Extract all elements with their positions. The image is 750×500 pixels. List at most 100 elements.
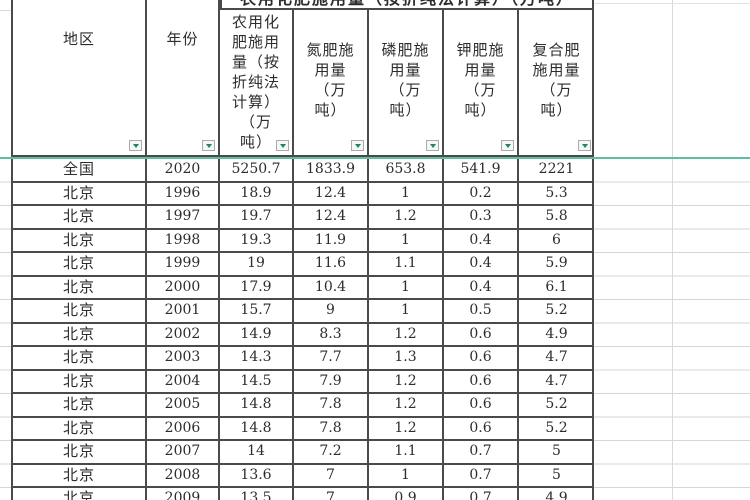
table-cell[interactable]: 2020 bbox=[147, 159, 220, 181]
table-cell[interactable]: 1996 bbox=[147, 182, 220, 204]
table-cell[interactable]: 5.3 bbox=[545, 184, 568, 201]
table-cell[interactable]: 0.6 bbox=[444, 417, 519, 439]
table-cell[interactable]: 北京 bbox=[13, 370, 147, 392]
table-cell[interactable]: 7.8 bbox=[294, 394, 369, 416]
table-cell[interactable]: 5.2 bbox=[545, 419, 568, 436]
filter-dropdown-button[interactable] bbox=[578, 140, 591, 151]
table-cell[interactable]: 全国 bbox=[13, 159, 147, 181]
table-cell[interactable]: 2007 bbox=[147, 441, 220, 463]
table-cell[interactable]: 北京 bbox=[13, 276, 147, 298]
table-cell[interactable]: 7.9 bbox=[294, 370, 369, 392]
table-cell[interactable]: 1.1 bbox=[369, 253, 444, 275]
table-cell[interactable]: 8.3 bbox=[294, 323, 369, 345]
table-cell[interactable]: 12.4 bbox=[294, 182, 369, 204]
table-cell[interactable]: 北京 bbox=[13, 182, 147, 204]
table-cell[interactable]: 1 bbox=[369, 300, 444, 322]
table-cell[interactable]: 北京 bbox=[13, 394, 147, 416]
table-cell[interactable]: 北京 bbox=[13, 464, 147, 486]
table-cell[interactable]: 1.2 bbox=[369, 417, 444, 439]
table-cell[interactable]: 0.6 bbox=[444, 323, 519, 345]
table-cell[interactable]: 12.4 bbox=[294, 206, 369, 228]
table-cell[interactable]: 0.7 bbox=[444, 488, 519, 500]
table-cell[interactable]: 2008 bbox=[147, 464, 220, 486]
table-cell[interactable]: 0.5 bbox=[444, 300, 519, 322]
column-header-total-fertilizer[interactable]: 农用化 肥施用 量（按 折纯法 计算） （万 吨） bbox=[220, 0, 294, 155]
table-cell[interactable]: 11.9 bbox=[294, 229, 369, 251]
table-cell[interactable]: 541.9 bbox=[444, 159, 519, 181]
table-cell[interactable]: 1833.9 bbox=[294, 159, 369, 181]
table-cell[interactable]: 18.9 bbox=[220, 182, 294, 204]
table-cell[interactable]: 0.4 bbox=[444, 229, 519, 251]
filter-dropdown-button[interactable] bbox=[501, 140, 514, 151]
table-cell[interactable]: 7.8 bbox=[294, 417, 369, 439]
table-cell[interactable]: 北京 bbox=[13, 323, 147, 345]
table-cell[interactable]: 北京 bbox=[13, 417, 147, 439]
table-cell[interactable]: 北京 bbox=[13, 441, 147, 463]
table-cell[interactable]: 5 bbox=[552, 443, 561, 459]
column-header-nitrogen[interactable]: 氮肥施 用量 （万 吨） bbox=[294, 0, 369, 155]
table-cell[interactable]: 1999 bbox=[147, 253, 220, 275]
table-cell[interactable]: 1.2 bbox=[369, 370, 444, 392]
table-cell[interactable]: 6 bbox=[552, 231, 561, 248]
table-cell[interactable]: 7.2 bbox=[294, 441, 369, 463]
table-cell[interactable]: 0.6 bbox=[444, 394, 519, 416]
table-cell[interactable]: 2006 bbox=[147, 417, 220, 439]
table-cell[interactable]: 2004 bbox=[147, 370, 220, 392]
table-cell[interactable]: 北京 bbox=[13, 347, 147, 369]
table-cell[interactable]: 9 bbox=[294, 300, 369, 322]
table-cell[interactable]: 1.2 bbox=[369, 206, 444, 228]
table-cell[interactable]: 653.8 bbox=[369, 159, 444, 181]
filter-dropdown-button[interactable] bbox=[129, 140, 142, 151]
table-cell[interactable]: 7 bbox=[294, 464, 369, 486]
filter-dropdown-button[interactable] bbox=[426, 140, 439, 151]
table-cell[interactable]: 0.3 bbox=[444, 206, 519, 228]
table-cell[interactable]: 2001 bbox=[147, 300, 220, 322]
table-cell[interactable]: 5.8 bbox=[545, 208, 568, 224]
table-cell[interactable]: 北京 bbox=[13, 229, 147, 251]
table-cell[interactable]: 5.9 bbox=[545, 255, 568, 271]
table-cell[interactable]: 19.7 bbox=[220, 206, 294, 228]
table-cell[interactable]: 5250.7 bbox=[220, 159, 294, 181]
table-cell[interactable]: 0.6 bbox=[444, 370, 519, 392]
table-cell[interactable]: 0.7 bbox=[444, 464, 519, 486]
table-cell[interactable]: 0.7 bbox=[444, 441, 519, 463]
table-cell[interactable]: 14.9 bbox=[220, 323, 294, 345]
table-cell[interactable]: 14 bbox=[220, 441, 294, 463]
table-cell[interactable]: 14.8 bbox=[220, 417, 294, 439]
table-cell[interactable]: 5.2 bbox=[545, 396, 568, 412]
column-header-compound[interactable]: 复合肥 施用量 （万 吨） bbox=[519, 0, 594, 155]
table-cell[interactable]: 13.5 bbox=[220, 488, 294, 500]
table-cell[interactable]: 4.9 bbox=[545, 490, 568, 500]
table-cell[interactable]: 2000 bbox=[147, 276, 220, 298]
table-cell[interactable]: 0.9 bbox=[369, 488, 444, 500]
table-cell[interactable]: 0.4 bbox=[444, 276, 519, 298]
table-cell[interactable]: 1.1 bbox=[369, 441, 444, 463]
table-cell[interactable]: 2009 bbox=[147, 488, 220, 500]
table-cell[interactable]: 1 bbox=[369, 464, 444, 486]
table-cell[interactable]: 13.6 bbox=[220, 464, 294, 486]
table-cell[interactable]: 1 bbox=[369, 229, 444, 251]
table-cell[interactable]: 19.3 bbox=[220, 229, 294, 251]
table-cell[interactable]: 14.8 bbox=[220, 394, 294, 416]
table-cell[interactable]: 0.6 bbox=[444, 347, 519, 369]
table-cell[interactable]: 14.3 bbox=[220, 347, 294, 369]
table-cell[interactable]: 19 bbox=[220, 253, 294, 275]
filter-dropdown-button[interactable] bbox=[202, 140, 215, 151]
table-cell[interactable]: 2005 bbox=[147, 394, 220, 416]
table-cell[interactable]: 4.7 bbox=[545, 349, 568, 365]
table-cell[interactable]: 7 bbox=[294, 488, 369, 500]
table-cell[interactable]: 15.7 bbox=[220, 300, 294, 322]
table-cell[interactable]: 1.2 bbox=[369, 394, 444, 416]
filter-dropdown-button[interactable] bbox=[351, 140, 364, 151]
table-cell[interactable]: 北京 bbox=[13, 253, 147, 275]
table-cell[interactable]: 4.7 bbox=[545, 372, 568, 389]
table-cell[interactable]: 1997 bbox=[147, 206, 220, 228]
table-cell[interactable]: 4.9 bbox=[545, 325, 568, 342]
table-cell[interactable]: 2003 bbox=[147, 347, 220, 369]
table-cell[interactable]: 2002 bbox=[147, 323, 220, 345]
table-cell[interactable]: 北京 bbox=[13, 206, 147, 228]
table-cell[interactable]: 北京 bbox=[13, 300, 147, 322]
table-cell[interactable]: 1.3 bbox=[369, 347, 444, 369]
column-header-potash[interactable]: 钾肥施 用量 （万 吨） bbox=[444, 0, 519, 155]
table-cell[interactable]: 6.1 bbox=[545, 278, 568, 295]
